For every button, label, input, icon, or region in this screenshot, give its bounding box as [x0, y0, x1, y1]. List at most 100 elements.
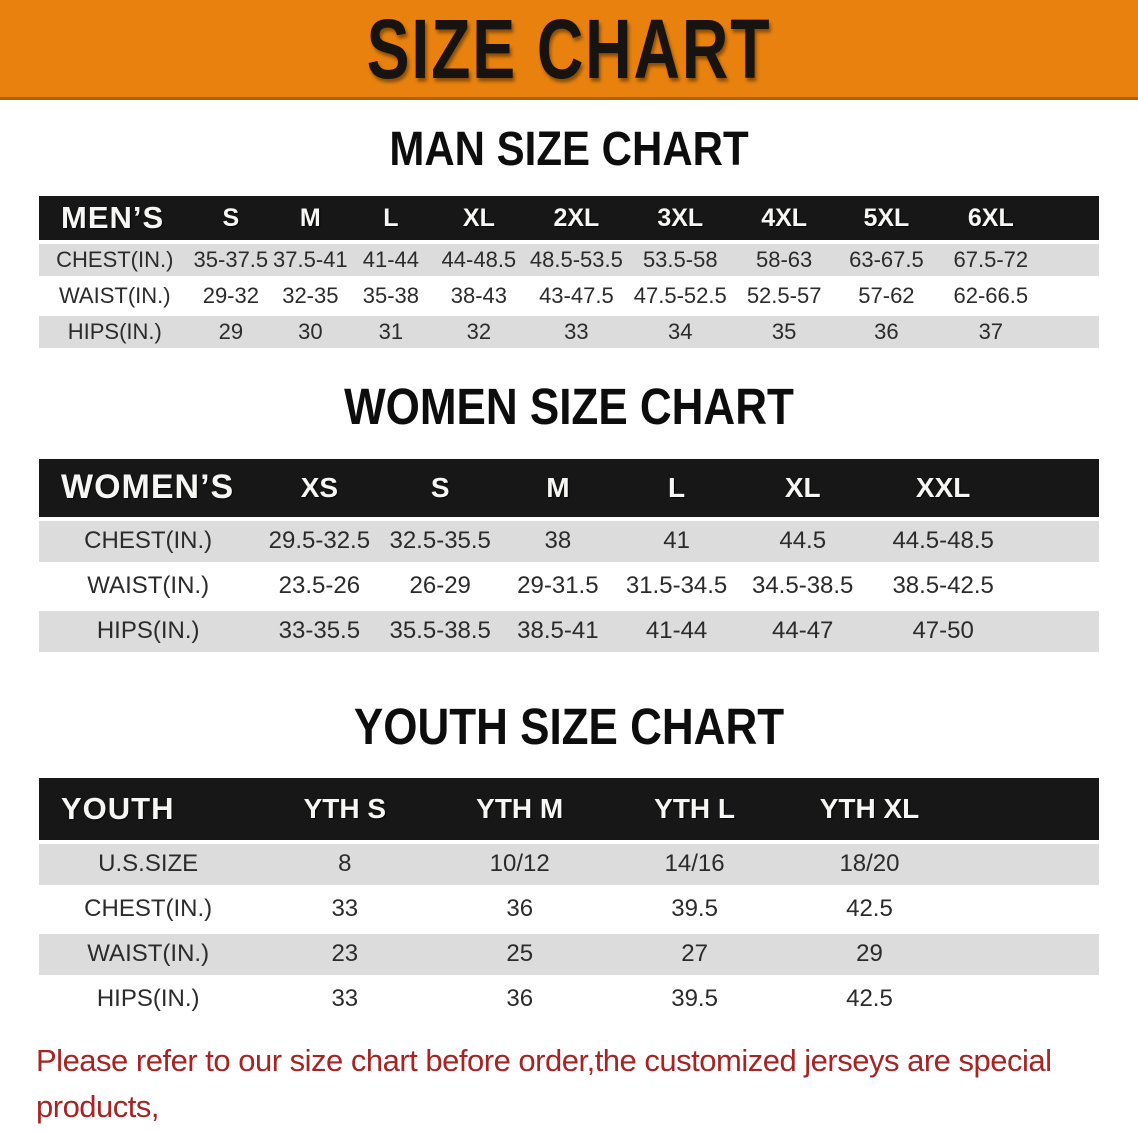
youth-chest-in-value-yth-m: 36 [432, 886, 608, 934]
men-size-table: MEN’S S M L XL 2XL 3XL 4XL 5XL 6XL CHEST(IN.) 35-37… [39, 196, 1099, 353]
men-hips-in-value-6xl: 37 [937, 314, 1044, 353]
women-row-label-hips-in: HIPS(IN.) [39, 608, 258, 656]
men-chest-in-value-l: 41-44 [349, 242, 433, 281]
youth-row-label-u-s-size: U.S.SIZE [39, 841, 258, 889]
men-header-label: MEN’S [39, 196, 191, 245]
men-chest-in-value-6xl: 67.5-72 [937, 242, 1044, 281]
men-chest-in-value-3xl: 53.5-58 [627, 242, 734, 281]
men-header-filler [1043, 196, 1099, 245]
women-waist-in-value-xl: 34.5-38.5 [736, 563, 869, 611]
youth-chest-in-value-yth-xl: 42.5 [782, 886, 957, 934]
men-hips-in-value-2xl: 33 [525, 314, 628, 353]
youth-row-label-waist-in: WAIST(IN.) [39, 931, 258, 979]
youth-u-s-size-value-yth-l: 14/16 [607, 841, 783, 889]
women-chest-in-value-l: 41 [616, 518, 737, 566]
youth-row-waist-in: WAIST(IN.) 23 25 27 29 [39, 931, 1099, 979]
youth-header-filler [956, 777, 1099, 844]
women-waist-in-value-s: 26-29 [381, 563, 500, 611]
men-row-filler [1043, 242, 1099, 281]
youth-row-label-chest-in: CHEST(IN.) [39, 886, 258, 934]
women-col-header-s: S [381, 458, 500, 521]
women-hips-in-value-xl: 44-47 [736, 608, 869, 656]
women-header-label: WOMEN’S [39, 458, 258, 521]
women-waist-in-value-xs: 23.5-26 [257, 563, 382, 611]
youth-row-filler [956, 931, 1099, 979]
women-section-title: WOMEN SIZE CHART [0, 380, 1138, 436]
women-row-filler [1017, 563, 1099, 611]
women-size-section: WOMEN SIZE CHART WOMEN’S XS S M L XL XXL CHEST(… [0, 380, 1138, 656]
men-col-header-m: M [271, 196, 350, 245]
youth-u-s-size-value-yth-s: 8 [257, 841, 433, 889]
youth-row-chest-in: CHEST(IN.) 33 36 39.5 42.5 [39, 886, 1099, 934]
women-col-header-xxl: XXL [868, 458, 1018, 521]
men-waist-in-value-2xl: 43-47.5 [525, 278, 628, 317]
youth-hips-in-value-yth-m: 36 [432, 976, 608, 1024]
youth-waist-in-value-yth-s: 23 [257, 931, 433, 979]
youth-size-section: YOUTH SIZE CHART YOUTH YTH S YTH M YTH L YTH… [0, 699, 1138, 1024]
men-waist-in-value-s: 29-32 [190, 278, 272, 317]
women-hips-in-value-xxl: 47-50 [868, 608, 1018, 656]
men-col-header-xl: XL [432, 196, 526, 245]
women-row-filler [1017, 518, 1099, 566]
men-col-header-2xl: 2XL [525, 196, 628, 245]
women-size-table: WOMEN’S XS S M L XL XXL CHEST(IN.) 29.5-32.5 32.5… [39, 458, 1099, 656]
men-waist-in-value-xl: 38-43 [432, 278, 526, 317]
women-waist-in-value-xxl: 38.5-42.5 [868, 563, 1018, 611]
youth-col-header-yth-xl: YTH XL [782, 777, 957, 844]
youth-waist-in-value-yth-m: 25 [432, 931, 608, 979]
youth-row-filler [956, 886, 1099, 934]
men-row-filler [1043, 278, 1099, 317]
women-col-header-m: M [499, 458, 617, 521]
men-col-header-5xl: 5XL [835, 196, 938, 245]
youth-header-row: YOUTH YTH S YTH M YTH L YTH XL [39, 777, 1099, 844]
women-row-chest-in: CHEST(IN.) 29.5-32.5 32.5-35.5 38 41 44.5 44.5… [39, 518, 1099, 566]
men-chest-in-value-5xl: 63-67.5 [835, 242, 938, 281]
youth-row-filler [956, 976, 1099, 1024]
youth-row-filler [956, 841, 1099, 889]
banner-title: SIZE CHART [366, 1, 772, 96]
men-row-label-hips-in: HIPS(IN.) [39, 314, 191, 353]
men-hips-in-value-s: 29 [190, 314, 272, 353]
youth-col-header-yth-m: YTH M [432, 777, 608, 844]
youth-row-label-hips-in: HIPS(IN.) [39, 976, 258, 1024]
men-waist-in-value-5xl: 57-62 [835, 278, 938, 317]
women-col-header-xs: XS [257, 458, 382, 521]
men-waist-in-value-6xl: 62-66.5 [937, 278, 1044, 317]
women-section-title-text: WOMEN SIZE CHART [344, 379, 794, 436]
men-hips-in-value-3xl: 34 [627, 314, 734, 353]
men-hips-in-value-l: 31 [349, 314, 433, 353]
women-row-label-chest-in: CHEST(IN.) [39, 518, 258, 566]
men-col-header-3xl: 3XL [627, 196, 734, 245]
men-col-header-4xl: 4XL [733, 196, 835, 245]
women-row-waist-in: WAIST(IN.) 23.5-26 26-29 29-31.5 31.5-34.5 34… [39, 563, 1099, 611]
men-waist-in-value-4xl: 52.5-57 [733, 278, 835, 317]
size-chart-banner: SIZE CHART [0, 0, 1138, 100]
footer-note: Please refer to our size chart before or… [36, 1038, 1102, 1132]
women-chest-in-value-s: 32.5-35.5 [381, 518, 500, 566]
youth-row-hips-in: HIPS(IN.) 33 36 39.5 42.5 [39, 976, 1099, 1024]
youth-col-header-yth-s: YTH S [257, 777, 433, 844]
women-waist-in-value-m: 29-31.5 [499, 563, 617, 611]
men-size-section: MAN SIZE CHART MEN’S S M L XL 2XL 3XL 4XL 5XL 6XL… [0, 122, 1138, 353]
men-chest-in-value-xl: 44-48.5 [432, 242, 526, 281]
men-row-label-waist-in: WAIST(IN.) [39, 278, 191, 317]
men-waist-in-value-m: 32-35 [271, 278, 350, 317]
men-hips-in-value-4xl: 35 [733, 314, 835, 353]
women-chest-in-value-xxl: 44.5-48.5 [868, 518, 1018, 566]
youth-hips-in-value-yth-l: 39.5 [607, 976, 783, 1024]
youth-u-s-size-value-yth-m: 10/12 [432, 841, 608, 889]
youth-size-table: YOUTH YTH S YTH M YTH L YTH XL U.S.SIZE 8 10/12… [39, 777, 1099, 1024]
men-chest-in-value-m: 37.5-41 [271, 242, 350, 281]
youth-header-label: YOUTH [39, 777, 258, 844]
men-col-header-l: L [349, 196, 433, 245]
women-hips-in-value-s: 35.5-38.5 [381, 608, 500, 656]
women-col-header-l: L [616, 458, 737, 521]
men-col-header-6xl: 6XL [937, 196, 1044, 245]
youth-waist-in-value-yth-xl: 29 [782, 931, 957, 979]
men-hips-in-value-m: 30 [271, 314, 350, 353]
men-hips-in-value-5xl: 36 [835, 314, 938, 353]
youth-row-u-s-size: U.S.SIZE 8 10/12 14/16 18/20 [39, 841, 1099, 889]
women-header-filler [1017, 458, 1099, 521]
youth-section-title: YOUTH SIZE CHART [0, 699, 1138, 755]
men-row-filler [1043, 314, 1099, 353]
